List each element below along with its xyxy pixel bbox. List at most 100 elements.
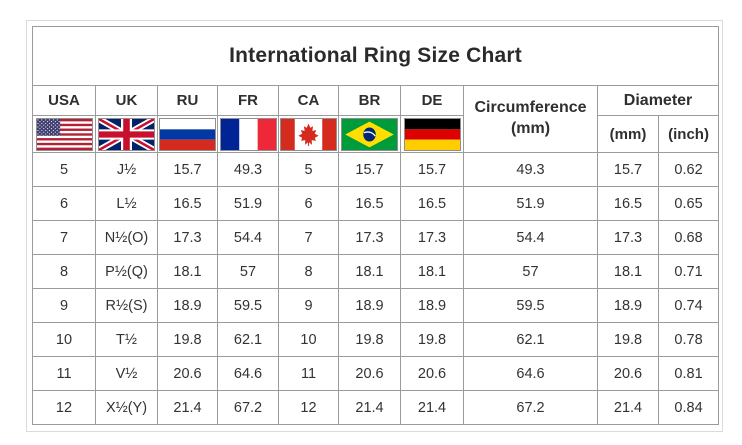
cell-uk: N½(O) <box>95 220 158 255</box>
col-header-de: DE <box>400 85 464 116</box>
cell-circumference-mm: 54.4 <box>463 220 598 255</box>
cell-diameter-mm: 16.5 <box>597 186 659 221</box>
diameter-unit-mm: (mm) <box>597 115 659 153</box>
flag-cell-uk <box>95 115 158 153</box>
cell-de: 21.4 <box>400 390 464 425</box>
cell-diameter-inch: 0.65 <box>657 186 720 221</box>
cell-diameter-mm: 15.7 <box>597 152 659 187</box>
ring-size-table: International Ring Size Chart USA UK RU … <box>31 26 720 425</box>
cell-circumference-mm: 64.6 <box>463 356 598 391</box>
cell-br: 18.9 <box>338 288 401 323</box>
cell-ca: 10 <box>278 322 339 357</box>
cell-uk: V½ <box>95 356 158 391</box>
cell-br: 21.4 <box>338 390 401 425</box>
cell-usa: 5 <box>32 152 96 187</box>
cell-usa: 7 <box>32 220 96 255</box>
cell-usa: 10 <box>32 322 96 357</box>
flag-cell-usa <box>32 115 96 153</box>
cell-diameter-mm: 19.8 <box>597 322 659 357</box>
cell-fr: 54.4 <box>217 220 279 255</box>
cell-diameter-inch: 0.68 <box>657 220 720 255</box>
cell-circumference-mm: 51.9 <box>463 186 598 221</box>
cell-de: 18.9 <box>400 288 464 323</box>
table-row: 9 R½(S) 18.9 59.5 9 18.9 18.9 59.5 18.9 … <box>32 288 720 323</box>
cell-circumference-mm: 62.1 <box>463 322 598 357</box>
title-row: International Ring Size Chart <box>31 26 720 86</box>
flag-cell-de <box>400 115 464 153</box>
col-header-fr: FR <box>217 85 279 116</box>
col-header-ca: CA <box>278 85 339 116</box>
cell-ru: 15.7 <box>157 152 218 187</box>
de-flag-icon <box>403 117 461 151</box>
cell-ca: 6 <box>278 186 339 221</box>
cell-fr: 49.3 <box>217 152 279 187</box>
cell-ru: 17.3 <box>157 220 218 255</box>
usa-flag-icon <box>35 117 93 151</box>
cell-ca: 5 <box>278 152 339 187</box>
cell-ru: 20.6 <box>157 356 218 391</box>
cell-fr: 51.9 <box>217 186 279 221</box>
col-header-circumference: Circumference (mm) <box>463 85 598 153</box>
cell-diameter-mm: 18.1 <box>597 254 659 289</box>
table-row: 10 T½ 19.8 62.1 10 19.8 19.8 62.1 19.8 0… <box>32 322 720 357</box>
cell-diameter-mm: 18.9 <box>597 288 659 323</box>
cell-uk: L½ <box>95 186 158 221</box>
table-row: 6 L½ 16.5 51.9 6 16.5 16.5 51.9 16.5 0.6… <box>32 186 720 221</box>
cell-ru: 19.8 <box>157 322 218 357</box>
ca-flag-icon <box>280 117 337 151</box>
cell-de: 17.3 <box>400 220 464 255</box>
cell-diameter-inch: 0.78 <box>657 322 720 357</box>
cell-uk: J½ <box>95 152 158 187</box>
cell-br: 15.7 <box>338 152 401 187</box>
cell-de: 16.5 <box>400 186 464 221</box>
uk-flag-icon <box>98 117 155 151</box>
cell-usa: 8 <box>32 254 96 289</box>
cell-diameter-mm: 21.4 <box>597 390 659 425</box>
cell-ru: 18.1 <box>157 254 218 289</box>
diameter-unit-inch: (inch) <box>657 115 720 153</box>
cell-fr: 62.1 <box>217 322 279 357</box>
cell-diameter-mm: 17.3 <box>597 220 659 255</box>
cell-diameter-inch: 0.71 <box>657 254 720 289</box>
circumference-label: Circumference <box>474 99 587 117</box>
flags-row: (mm) (inch) <box>32 115 720 153</box>
cell-ru: 21.4 <box>157 390 218 425</box>
table-row: 12 X½(Y) 21.4 67.2 12 21.4 21.4 67.2 21.… <box>32 390 720 425</box>
cell-circumference-mm: 59.5 <box>463 288 598 323</box>
cell-fr: 64.6 <box>217 356 279 391</box>
cell-de: 18.1 <box>400 254 464 289</box>
page-title: International Ring Size Chart <box>31 26 720 86</box>
cell-br: 16.5 <box>338 186 401 221</box>
col-header-usa: USA <box>32 85 96 116</box>
cell-diameter-inch: 0.84 <box>657 390 720 425</box>
flag-cell-ca <box>278 115 339 153</box>
cell-br: 19.8 <box>338 322 401 357</box>
cell-circumference-mm: 49.3 <box>463 152 598 187</box>
fr-flag-icon <box>219 117 277 151</box>
cell-diameter-inch: 0.74 <box>657 288 720 323</box>
cell-usa: 9 <box>32 288 96 323</box>
cell-uk: R½(S) <box>95 288 158 323</box>
circumference-unit: (mm) <box>510 120 551 137</box>
cell-de: 15.7 <box>400 152 464 187</box>
cell-ca: 11 <box>278 356 339 391</box>
cell-circumference-mm: 67.2 <box>463 390 598 425</box>
col-header-ru: RU <box>157 85 218 116</box>
cell-ru: 18.9 <box>157 288 218 323</box>
cell-de: 19.8 <box>400 322 464 357</box>
cell-fr: 67.2 <box>217 390 279 425</box>
br-flag-icon <box>341 117 398 151</box>
cell-circumference-mm: 57 <box>463 254 598 289</box>
cell-diameter-inch: 0.81 <box>657 356 720 391</box>
col-header-br: BR <box>338 85 401 116</box>
cell-ca: 9 <box>278 288 339 323</box>
cell-usa: 6 <box>32 186 96 221</box>
cell-diameter-mm: 20.6 <box>597 356 659 391</box>
cell-br: 17.3 <box>338 220 401 255</box>
col-header-diameter: Diameter <box>596 85 720 116</box>
cell-ru: 16.5 <box>157 186 218 221</box>
table-row: 8 P½(Q) 18.1 57 8 18.1 18.1 57 18.1 0.71 <box>32 254 720 289</box>
col-header-uk: UK <box>95 85 158 116</box>
flag-cell-br <box>338 115 401 153</box>
cell-usa: 11 <box>32 356 96 391</box>
